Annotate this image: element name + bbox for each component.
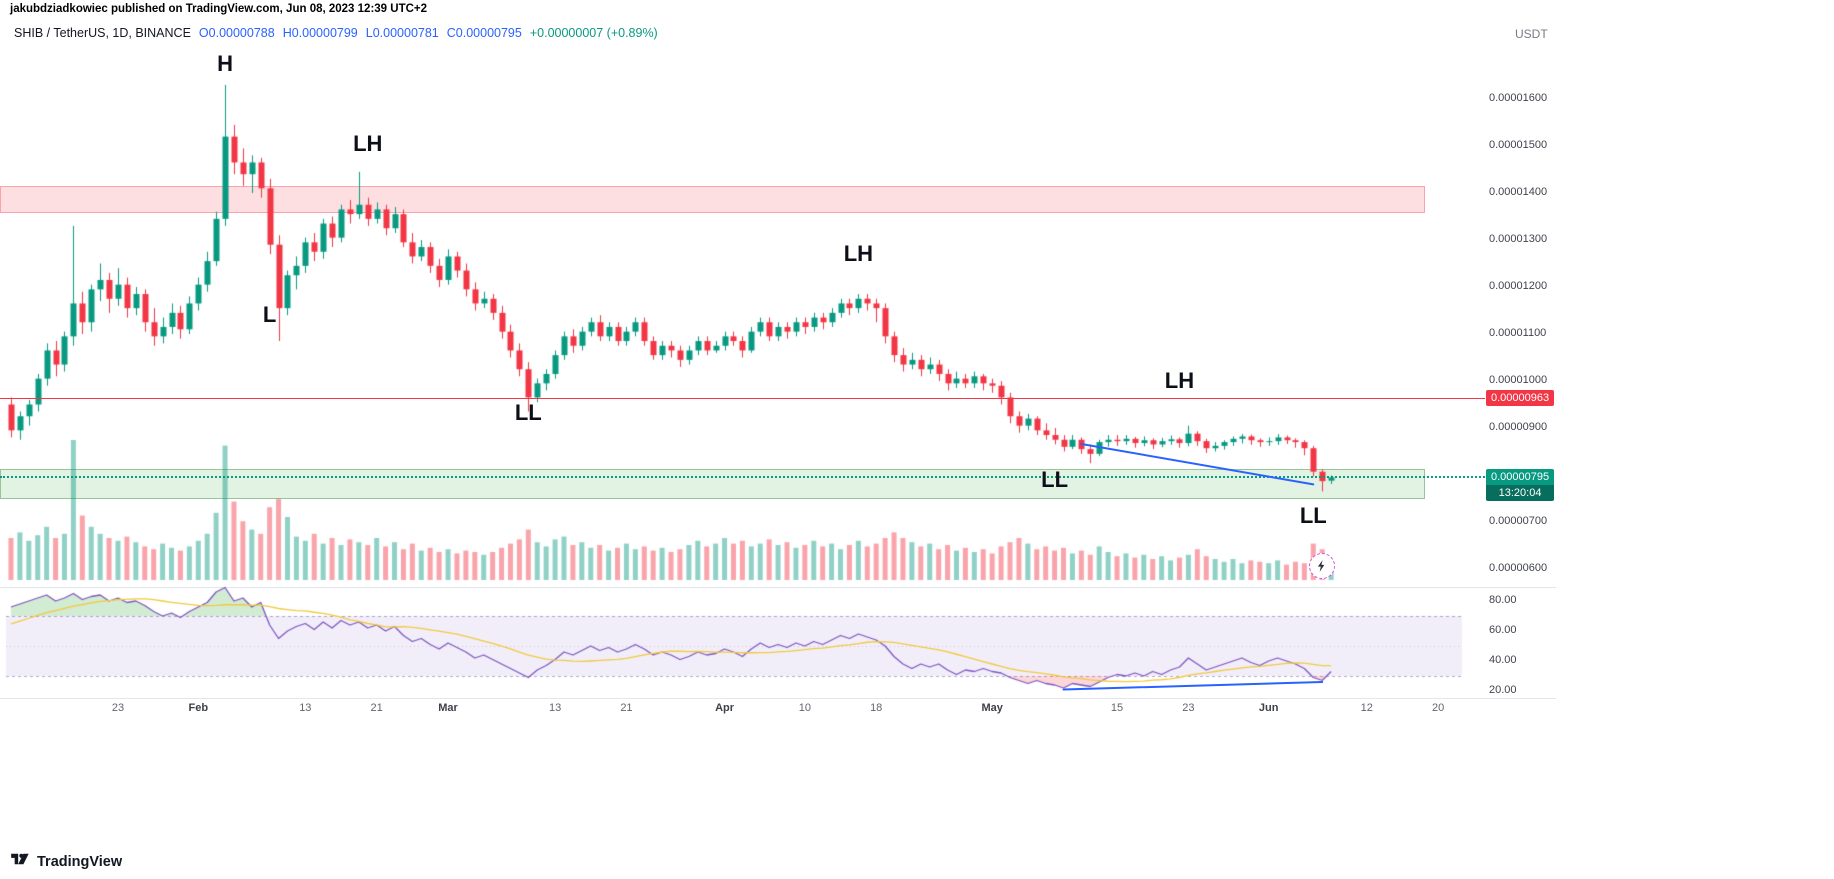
- rsi-axis-label: 60.00: [1489, 624, 1517, 636]
- time-axis-label: 10: [798, 702, 811, 714]
- structure-label-l[interactable]: L: [262, 302, 277, 328]
- time-axis-label: 23: [111, 702, 125, 714]
- price-axis-label: 0.00001200: [1489, 280, 1548, 292]
- time-axis-label: Mar: [438, 702, 458, 714]
- price-axis-label: 0.00001300: [1489, 233, 1548, 245]
- tradingview-logo-icon: [11, 853, 29, 865]
- brand-name[interactable]: TradingView: [37, 853, 123, 870]
- resistance-price-tag: 0.00000963: [1486, 390, 1555, 407]
- time-axis-label: Apr: [715, 702, 735, 714]
- time-axis-label: May: [981, 702, 1003, 714]
- structure-label-lh[interactable]: LH: [843, 241, 874, 267]
- price-axis-label: 0.00001600: [1489, 92, 1548, 104]
- structure-label-lh[interactable]: LH: [1164, 368, 1195, 393]
- time-axis-label: Feb: [188, 702, 209, 714]
- tradingview-logo[interactable]: [10, 850, 31, 873]
- price-axis-label: 0.00000900: [1489, 421, 1548, 433]
- last-price-tag: 0.00000795 13:20:04: [1486, 469, 1555, 502]
- price-axis-label: 0.00001500: [1489, 139, 1548, 151]
- time-axis-label: Jun: [1258, 702, 1279, 714]
- ohlc-close: C0.00000795: [446, 26, 522, 40]
- structure-label-ll[interactable]: LL: [514, 399, 542, 425]
- time-axis-label: 13: [299, 702, 312, 714]
- ohlc-open: O0.00000788: [198, 26, 275, 40]
- symbol-title[interactable]: SHIB / TetherUS, 1D, BINANCE: [14, 26, 191, 40]
- footer: TradingView: [10, 850, 122, 873]
- quote-currency-label: USDT: [1515, 27, 1548, 41]
- structure-label-ll[interactable]: LL: [1299, 502, 1327, 528]
- time-axis-label: 20: [1432, 702, 1445, 714]
- publish-attribution: jakubdziadkowiec published on TradingVie…: [10, 3, 428, 15]
- price-axis-label: 0.00000700: [1489, 515, 1548, 527]
- structure-label-lh[interactable]: LH: [353, 130, 383, 156]
- bar-countdown: 13:20:04: [1486, 485, 1555, 502]
- time-axis-label: 12: [1360, 702, 1373, 714]
- last-price-value: 0.00000795: [1486, 469, 1555, 486]
- resistance-price-value: 0.00000963: [1491, 392, 1550, 405]
- lightning-bolt-icon: [1318, 560, 1325, 572]
- last-price-line: [0, 476, 1485, 479]
- price-axis-label: 0.00001000: [1489, 374, 1548, 386]
- time-axis-label: 13: [548, 702, 562, 714]
- time-axis-label: 15: [1110, 702, 1124, 714]
- resistance-line[interactable]: [0, 398, 1485, 400]
- time-axis-label: 21: [620, 702, 633, 714]
- time-axis-label: 21: [370, 702, 383, 714]
- price-axis-label: 0.00001100: [1489, 327, 1547, 339]
- symbol-legend: SHIB / TetherUS, 1D, BINANCE O0.00000788…: [14, 26, 658, 40]
- time-axis-label: 23: [1182, 702, 1195, 714]
- flash-icon[interactable]: [1309, 553, 1336, 579]
- rsi-axis-label: 40.00: [1489, 654, 1517, 666]
- structure-label-ll[interactable]: LL: [1041, 466, 1069, 492]
- price-axis-label: 0.00000600: [1489, 562, 1548, 574]
- ohlc-high: H0.00000799: [282, 26, 358, 40]
- price-axis-label: 0.00001400: [1489, 186, 1548, 198]
- rsi-axis-label: 80.00: [1489, 594, 1517, 606]
- ohlc-low: L0.00000781: [365, 26, 439, 40]
- price-change: +0.00000007 (+0.89%): [529, 26, 658, 40]
- time-axis-label: 18: [870, 702, 883, 714]
- rsi-axis-label: 20.00: [1489, 684, 1517, 696]
- structure-label-h[interactable]: H: [217, 50, 233, 76]
